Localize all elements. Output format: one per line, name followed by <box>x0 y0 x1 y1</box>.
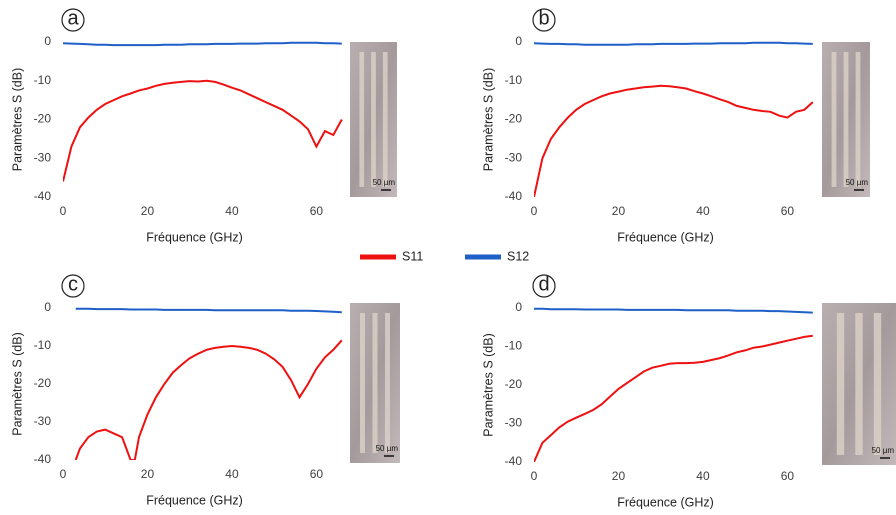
x-tick-label: 20 <box>141 467 155 481</box>
panel-letter: c <box>68 273 78 295</box>
x-tick-label: 60 <box>310 204 324 218</box>
y-tick-label: -40 <box>505 189 523 203</box>
x-axis-label: Fréquence (GHz) <box>146 230 243 244</box>
panel-circle <box>532 8 556 32</box>
x-tick-label: 60 <box>310 467 324 481</box>
chart-panel: -40 -30 -20 -10 0 0 20 40 60 Fréquence (GHz) Param… <box>481 7 870 244</box>
x-tick-label: 0 <box>60 467 67 481</box>
scale-label: 50 µm <box>846 178 869 187</box>
x-tick-label: 60 <box>781 204 795 218</box>
micrograph-strip <box>831 52 837 187</box>
series-line <box>75 307 342 314</box>
x-tick-label: 0 <box>531 469 538 483</box>
series-line <box>63 79 343 182</box>
micrograph-strip <box>385 313 390 453</box>
scale-label: 50 µm <box>373 178 396 187</box>
x-tick-label: 0 <box>531 204 538 218</box>
series-line <box>63 41 342 47</box>
panel-circle <box>532 274 556 298</box>
y-tick-label: -40 <box>34 452 52 466</box>
y-tick-label: 0 <box>515 300 522 314</box>
y-tick-label: -30 <box>505 416 523 430</box>
panel-circle <box>61 8 85 32</box>
series-line <box>534 41 813 46</box>
series-line <box>534 307 813 314</box>
panel-letter: a <box>67 7 79 29</box>
chart-panel: -40 -30 -20 -10 0 0 20 40 60 Fréquence (GHz) Param… <box>10 7 397 244</box>
y-axis-label: Paramètres S (dB) <box>10 68 24 172</box>
micrograph-strip <box>855 52 861 187</box>
y-tick-label: 0 <box>44 300 51 314</box>
y-tick-label: -30 <box>505 150 523 164</box>
micrograph-strip <box>372 313 378 453</box>
micrograph-strip <box>843 52 849 187</box>
panel-letter: b <box>538 7 549 29</box>
x-tick-label: 40 <box>696 204 710 218</box>
x-tick-label: 0 <box>60 204 67 218</box>
x-tick-label: 40 <box>696 469 710 483</box>
y-tick-label: -10 <box>34 338 52 352</box>
micrograph-strip <box>371 52 376 187</box>
y-tick-label: -40 <box>505 454 523 468</box>
y-tick-label: -20 <box>34 376 52 390</box>
y-tick-label: -30 <box>34 150 52 164</box>
y-tick-label: 0 <box>44 34 51 48</box>
y-tick-label: -10 <box>505 73 523 87</box>
chart-panel: -40 -30 -20 -10 0 0 20 40 60 Fréquence (GHz) Param… <box>481 273 896 509</box>
micrograph-strip <box>855 313 863 455</box>
y-tick-label: -20 <box>34 112 52 126</box>
series-line <box>74 339 343 460</box>
panel-letter: d <box>538 273 549 295</box>
x-tick-label: 40 <box>225 204 239 218</box>
y-tick-label: -10 <box>505 339 523 353</box>
micrograph-strip <box>873 313 882 455</box>
x-axis-label: Fréquence (GHz) <box>146 493 243 507</box>
legend-label: S11 <box>402 249 423 263</box>
y-axis-label: Paramètres S (dB) <box>10 332 24 436</box>
series-line <box>534 84 814 197</box>
scale-label: 50 µm <box>376 444 399 453</box>
micrograph-strip <box>382 52 388 187</box>
legend-label: S12 <box>507 249 529 263</box>
y-axis-label: Paramètres S (dB) <box>481 68 495 172</box>
y-tick-label: -20 <box>505 112 523 126</box>
chart-panel: -40 -30 -20 -10 0 0 20 40 60 Fréquence (GHz) Param… <box>10 273 400 507</box>
x-axis-label: Fréquence (GHz) <box>617 495 714 509</box>
y-tick-label: 0 <box>515 34 522 48</box>
y-tick-label: -10 <box>34 73 52 87</box>
x-axis-label: Fréquence (GHz) <box>617 230 714 244</box>
y-axis-label: Paramètres S (dB) <box>481 333 495 437</box>
y-tick-label: -40 <box>34 189 52 203</box>
x-tick-label: 20 <box>141 204 155 218</box>
micrograph-strip <box>360 313 365 453</box>
scale-label: 50 µm <box>872 446 895 455</box>
x-tick-label: 40 <box>225 467 239 481</box>
panel-circle <box>61 274 85 298</box>
x-tick-label: 20 <box>612 469 626 483</box>
y-tick-label: -30 <box>34 414 52 428</box>
x-tick-label: 60 <box>781 469 795 483</box>
x-tick-label: 20 <box>612 204 626 218</box>
series-line <box>534 334 813 462</box>
micrograph-strip <box>359 52 365 187</box>
micrograph-strip <box>836 313 845 455</box>
y-tick-label: -20 <box>505 377 523 391</box>
